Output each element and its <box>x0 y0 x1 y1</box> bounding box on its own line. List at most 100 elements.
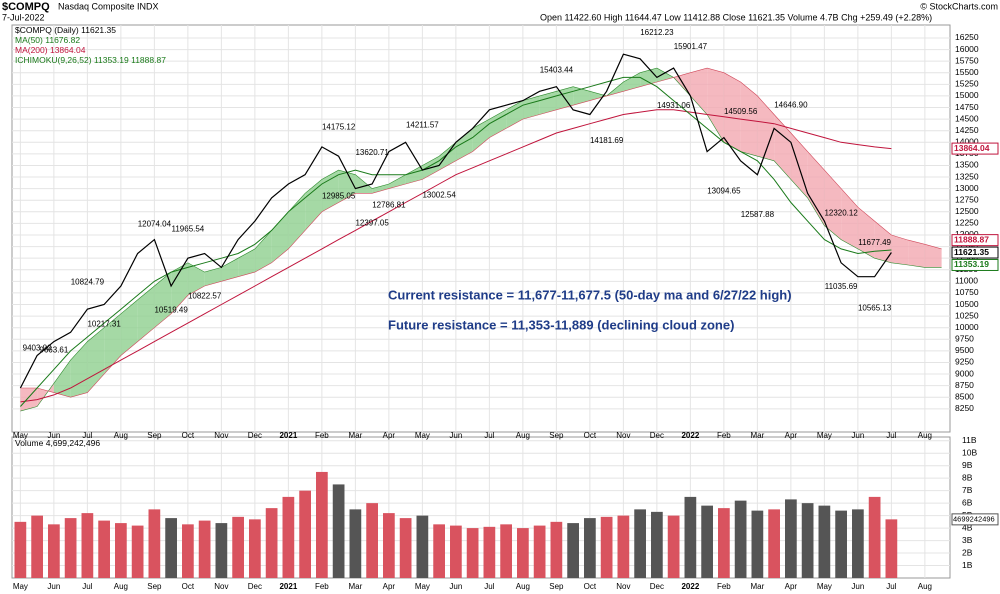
volume-bar <box>667 515 680 578</box>
x-tick-label: Feb <box>315 431 329 440</box>
x-tick-label: Jul <box>886 431 896 440</box>
legend-value: 4,699,242,496 <box>46 438 101 448</box>
x-tick-label: Nov <box>616 431 630 440</box>
x-tick-label: Jun <box>449 431 462 440</box>
price-annotation: 15403.44 <box>540 65 574 74</box>
price-annotation: 12397.05 <box>355 219 389 228</box>
price-annotation: 16212.23 <box>640 28 674 37</box>
x-tick-label: May <box>817 431 832 440</box>
legend-name: $COMPQ (Daily) <box>15 25 79 35</box>
x-tick-label: Jun <box>47 582 60 591</box>
y-tick-label: 7B <box>962 485 973 495</box>
volume-bar <box>14 521 27 578</box>
legend-value: 11888.87 <box>131 55 166 65</box>
volume-bar <box>818 505 831 578</box>
price-annotation: 9403.00 <box>23 343 52 352</box>
volume-bar <box>734 500 747 578</box>
price-annotation: 15901.47 <box>674 42 708 51</box>
x-tick-label: Jun <box>449 582 462 591</box>
y-tick-label: 14250 <box>955 125 979 135</box>
cloud-segment <box>824 170 842 240</box>
x-tick-label: May <box>13 431 28 440</box>
legend-entry: ICHIMOKU(9,26,52) 11353.19 11888.87 <box>15 55 166 65</box>
price-annotation: 12074.04 <box>138 220 172 229</box>
price-annotation: 14175.12 <box>322 122 356 131</box>
y-tick-label: 16000 <box>955 44 979 54</box>
cloud-segment <box>656 68 674 83</box>
cloud-segment <box>690 68 708 115</box>
y-tick-label: 10500 <box>955 299 979 309</box>
cloud-segment <box>707 68 724 143</box>
volume-bar <box>115 523 127 578</box>
y-tick-label: 13500 <box>955 160 979 170</box>
volume-bar <box>550 521 563 578</box>
x-tick-label: 2022 <box>681 431 699 440</box>
x-tick-label: Dec <box>650 431 664 440</box>
legend-name: MA(200) <box>15 45 48 55</box>
volume-bar <box>366 503 378 578</box>
price-annotation: 11965.54 <box>171 225 204 234</box>
note: Current resistance = 11,677-11,677.5 (50… <box>388 287 792 302</box>
price-line <box>19 53 892 389</box>
volume-bar <box>852 509 864 578</box>
cloud-segment <box>372 183 389 194</box>
date: 7-Jul-2022 <box>2 12 45 22</box>
volume-bar <box>868 496 881 578</box>
y-tick-label: 10750 <box>955 287 979 297</box>
y-tick-label: 15500 <box>955 67 979 77</box>
quote: Open 11422.60 High 11644.47 Low 11412.88… <box>540 12 932 22</box>
y-tick-label: 8250 <box>955 403 974 413</box>
x-tick-label: 2022 <box>681 582 699 591</box>
cloud-segment <box>254 230 272 273</box>
volume-bar <box>768 509 780 578</box>
cloud-segment <box>137 285 155 342</box>
volume-tag <box>951 513 999 526</box>
price-annotation: 12985.05 <box>322 191 356 200</box>
price-panel <box>11 24 951 433</box>
price-annotation: 11677.49 <box>858 238 891 247</box>
y-tick-label: 13250 <box>955 171 979 181</box>
volume-bar <box>215 523 228 578</box>
price-annotation: 13002.54 <box>422 191 456 200</box>
x-tick-label: Jul <box>484 582 494 591</box>
volume-bar <box>416 515 429 578</box>
volume-legend: Volume 4,699,242,496 <box>15 438 100 448</box>
y-tick-label: 14750 <box>955 102 979 112</box>
price-annotation: 14646.90 <box>774 100 808 109</box>
x-tick-label: Mar <box>348 582 362 591</box>
price-annotation: 14181.69 <box>590 136 624 145</box>
x-tick-label: Feb <box>315 582 329 591</box>
x-tick-label: Apr <box>785 431 798 440</box>
cloud-segment <box>857 207 875 259</box>
y-tick-label: 9B <box>962 460 973 470</box>
legend-value: 11353.19 <box>94 55 129 65</box>
cloud-segment <box>723 72 741 152</box>
x-tick-label: Oct <box>584 582 597 591</box>
price-annotation: 12320.12 <box>824 208 858 217</box>
y-tick-label: 9000 <box>955 368 974 378</box>
y-tick-label: 11B <box>962 435 977 445</box>
cloud-segment <box>271 211 289 263</box>
volume-bar <box>64 518 77 578</box>
x-tick-label: Aug <box>918 582 932 591</box>
legend-name: Volume <box>15 438 44 448</box>
x-tick-label: Jul <box>82 431 92 440</box>
volume-bar <box>433 524 445 578</box>
volume-bar <box>701 505 713 578</box>
cloud-segment <box>204 267 222 286</box>
price-tag-label: 11621.35 <box>954 247 989 257</box>
y-tick-label: 8750 <box>955 380 974 390</box>
cloud-segment <box>104 313 121 375</box>
y-tick-label: 16250 <box>955 32 979 42</box>
cloud-segment <box>589 91 607 101</box>
cloud-segment <box>673 72 691 96</box>
y-tick-label: 2B <box>962 547 973 557</box>
x-tick-label: Nov <box>214 582 228 591</box>
volume-bar <box>332 484 345 578</box>
volume-bar <box>483 526 496 578</box>
legend-entry: MA(200) 13864.04 <box>15 45 86 55</box>
volume-bar <box>634 509 646 578</box>
volume-bar <box>131 525 144 578</box>
volume-bar <box>48 524 60 578</box>
cloud-segment <box>573 86 590 106</box>
